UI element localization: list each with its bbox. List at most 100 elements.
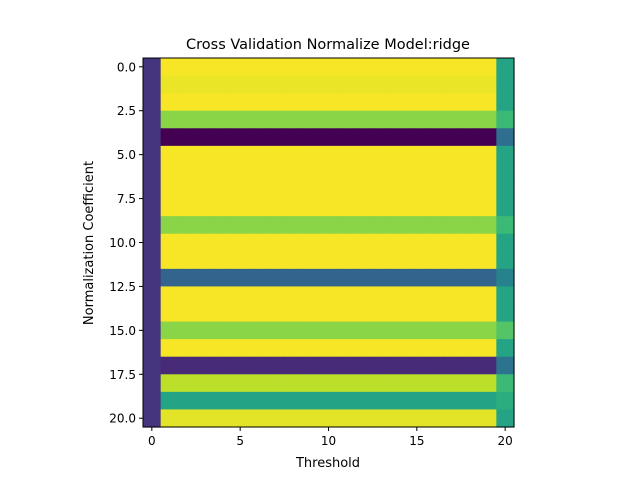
- heatmap-cell: [196, 321, 215, 340]
- heatmap-cell: [231, 181, 250, 200]
- heatmap-cell: [302, 286, 321, 305]
- heatmap-cell: [496, 75, 515, 94]
- heatmap-cell: [231, 216, 250, 235]
- heatmap-cell: [213, 251, 232, 270]
- heatmap-cell: [496, 58, 515, 77]
- heatmap-cell: [178, 110, 197, 129]
- heatmap-cell: [355, 356, 374, 375]
- heatmap-cell: [337, 198, 356, 217]
- heatmap-cell: [213, 321, 232, 340]
- heatmap-cell: [178, 128, 197, 147]
- heatmap-cell: [160, 198, 179, 217]
- heatmap-cell: [143, 145, 162, 165]
- heatmap-cell: [390, 75, 409, 94]
- heatmap-cell: [496, 251, 515, 270]
- heatmap-cell: [302, 268, 321, 288]
- heatmap-cell: [390, 304, 409, 323]
- heatmap-cell: [196, 374, 215, 393]
- heatmap-cell: [337, 374, 356, 393]
- heatmap-cell: [249, 145, 268, 165]
- heatmap-cell: [302, 356, 321, 375]
- heatmap-cell: [284, 321, 303, 340]
- heatmap-cell: [319, 374, 338, 393]
- heatmap-cell: [319, 75, 338, 94]
- heatmap-cell: [390, 268, 409, 288]
- heatmap-cell: [319, 198, 338, 217]
- heatmap-cell: [143, 286, 162, 305]
- heatmap-cell: [231, 233, 250, 252]
- heatmap-cell: [249, 391, 268, 411]
- heatmap-cell: [390, 356, 409, 375]
- heatmap-cell: [496, 286, 515, 305]
- x-tick-label: 15: [409, 434, 424, 448]
- heatmap-cell: [408, 339, 427, 358]
- heatmap-cell: [478, 286, 497, 305]
- heatmap-cell: [478, 110, 497, 129]
- heatmap-cell: [196, 233, 215, 252]
- heatmap-cell: [284, 181, 303, 200]
- heatmap-cell: [231, 145, 250, 165]
- x-tick-label: 5: [236, 434, 244, 448]
- heatmap-cell: [478, 391, 497, 411]
- heatmap-cell: [461, 268, 480, 288]
- heatmap-cell: [496, 181, 515, 200]
- heatmap-cell: [319, 356, 338, 375]
- heatmap-cells: [143, 58, 515, 428]
- heatmap-cell: [425, 128, 444, 147]
- heatmap-cell: [249, 286, 268, 305]
- heatmap-cell: [425, 145, 444, 165]
- heatmap-cell: [496, 110, 515, 129]
- heatmap-cell: [408, 321, 427, 340]
- y-tick-label: 20.0: [109, 412, 136, 426]
- heatmap-cell: [231, 304, 250, 323]
- heatmap-cell: [408, 233, 427, 252]
- heatmap-cell: [249, 93, 268, 112]
- heatmap-cell: [249, 251, 268, 270]
- heatmap-cell: [160, 304, 179, 323]
- heatmap-cell: [178, 181, 197, 200]
- heatmap-cell: [284, 75, 303, 94]
- heatmap-cell: [249, 233, 268, 252]
- heatmap-cell: [337, 110, 356, 129]
- heatmap-cell: [178, 251, 197, 270]
- heatmap-cell: [284, 339, 303, 358]
- heatmap-cell: [249, 110, 268, 129]
- heatmap-cell: [143, 110, 162, 129]
- heatmap-cell: [213, 93, 232, 112]
- heatmap-cell: [425, 233, 444, 252]
- heatmap-cell: [425, 356, 444, 375]
- heatmap-cell: [461, 93, 480, 112]
- heatmap-cell: [337, 391, 356, 411]
- heatmap-cell: [355, 286, 374, 305]
- heatmap-cell: [372, 93, 391, 112]
- heatmap-cell: [302, 233, 321, 252]
- heatmap-cell: [337, 268, 356, 288]
- heatmap-cell: [372, 356, 391, 375]
- heatmap-cell: [496, 163, 515, 182]
- heatmap-cell: [443, 110, 462, 129]
- heatmap-cell: [213, 110, 232, 129]
- heatmap-cell: [372, 181, 391, 200]
- heatmap-cell: [496, 93, 515, 112]
- heatmap-cell: [231, 251, 250, 270]
- heatmap-cell: [213, 233, 232, 252]
- heatmap-cell: [160, 409, 179, 428]
- heatmap-cell: [319, 251, 338, 270]
- heatmap-cell: [390, 128, 409, 147]
- heatmap-cell: [302, 321, 321, 340]
- heatmap-cell: [496, 356, 515, 375]
- heatmap-cell: [319, 58, 338, 77]
- heatmap-cell: [266, 339, 285, 358]
- heatmap-cell: [319, 286, 338, 305]
- heatmap-cell: [337, 75, 356, 94]
- heatmap-cell: [390, 163, 409, 182]
- y-tick-label: 7.5: [117, 192, 136, 206]
- heatmap-cell: [319, 233, 338, 252]
- heatmap-cell: [160, 145, 179, 165]
- heatmap-cell: [196, 75, 215, 94]
- heatmap-cell: [355, 409, 374, 428]
- heatmap-cell: [143, 339, 162, 358]
- heatmap-cell: [302, 110, 321, 129]
- heatmap-cell: [143, 409, 162, 428]
- heatmap-cell: [390, 321, 409, 340]
